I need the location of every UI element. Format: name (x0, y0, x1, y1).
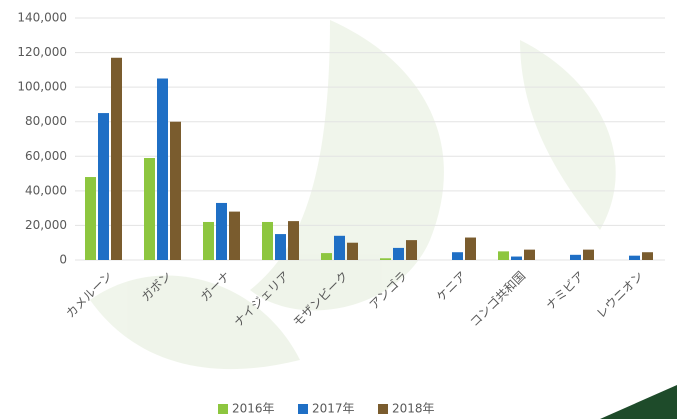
x-tick-label: レウニオン (594, 269, 646, 321)
chart: 0 20,000 40,000 60,000 80,000 100,000 120,000 1… (0, 0, 677, 419)
corner-decoration (600, 385, 677, 419)
bar (275, 234, 286, 260)
x-tick-label: ナミビア (543, 269, 587, 313)
bar (498, 251, 509, 260)
bar (570, 255, 581, 260)
bar (111, 58, 122, 260)
y-tick-label: 120,000 (17, 45, 67, 59)
bar (98, 113, 109, 260)
bar (216, 203, 227, 260)
bar (511, 257, 522, 260)
y-tick-label: 40,000 (25, 183, 67, 197)
legend-label: 2016年 (232, 402, 275, 416)
legend-swatch (218, 404, 228, 414)
legend-swatch (378, 404, 388, 414)
y-tick-label: 60,000 (25, 149, 67, 163)
x-tick-label: ケニア (434, 269, 469, 304)
bar (524, 250, 535, 260)
bar (288, 221, 299, 260)
background-decoration (90, 20, 616, 369)
legend-swatch (298, 404, 308, 414)
leaf-shape (250, 20, 444, 310)
y-tick-label: 140,000 (17, 11, 67, 25)
bar (642, 252, 653, 260)
y-tick-label: 20,000 (25, 218, 67, 232)
y-tick-label: 0 (59, 253, 67, 267)
y-tick-label: 100,000 (17, 80, 67, 94)
bar (321, 253, 332, 260)
leaf-shape (520, 40, 616, 230)
bar (583, 250, 594, 260)
bar (262, 222, 273, 260)
bar (144, 158, 155, 260)
bar (229, 212, 240, 260)
x-tick-label: コンゴ共和国 (467, 268, 529, 330)
bar (452, 252, 463, 260)
legend-label: 2018年 (392, 402, 435, 416)
bar (465, 238, 476, 260)
bar (347, 243, 358, 260)
bar (203, 222, 214, 260)
bar (157, 79, 168, 261)
bar (334, 236, 345, 260)
legend-label: 2017年 (312, 402, 355, 416)
y-tick-label: 80,000 (25, 114, 67, 128)
bar (85, 177, 96, 260)
bar (629, 256, 640, 260)
bar (393, 248, 404, 260)
bar (380, 258, 391, 260)
bar (406, 240, 417, 260)
bar (170, 122, 181, 260)
